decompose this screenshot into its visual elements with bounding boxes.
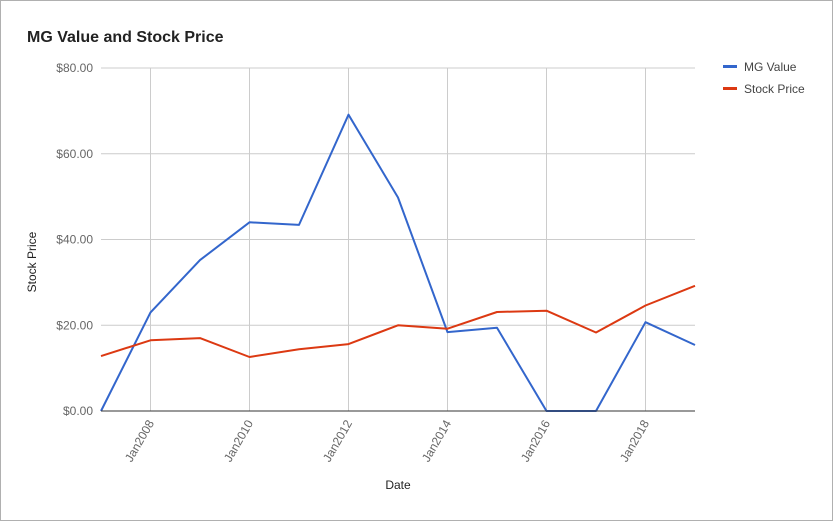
chart-title: MG Value and Stock Price [27,29,224,46]
legend-swatch [723,87,737,90]
x-tick-label: Jan2008 [122,417,157,464]
series-lines [100,113,696,412]
series-line-mg-value [100,113,696,412]
x-axis-title: Date [385,478,411,492]
x-tick-label: Jan2014 [419,417,454,464]
grid [101,67,695,411]
y-tick-label: $60.00 [56,147,93,161]
y-axis-ticks: $0.00 $20.00 $40.00 $60.00 $80.00 [56,61,93,418]
x-tick-label: Jan2012 [320,417,355,464]
y-tick-label: $80.00 [56,61,93,75]
x-tick-label: Jan2018 [617,417,652,464]
x-tick-label: Jan2016 [518,417,553,464]
y-tick-label: $20.00 [56,318,93,332]
y-tick-label: $0.00 [63,404,93,418]
legend: MG Value Stock Price [723,60,805,96]
y-axis-title: Stock Price [25,231,39,292]
legend-label: Stock Price [744,82,805,96]
legend-label: MG Value [744,60,797,74]
x-axis-ticks: Jan2008 Jan2010 Jan2012 Jan2014 Jan2016 Jan20… [122,417,652,464]
series-line-stock-price [100,284,696,358]
y-tick-label: $40.00 [56,233,93,247]
x-tick-label: Jan2010 [221,417,256,464]
legend-swatch [723,65,737,68]
